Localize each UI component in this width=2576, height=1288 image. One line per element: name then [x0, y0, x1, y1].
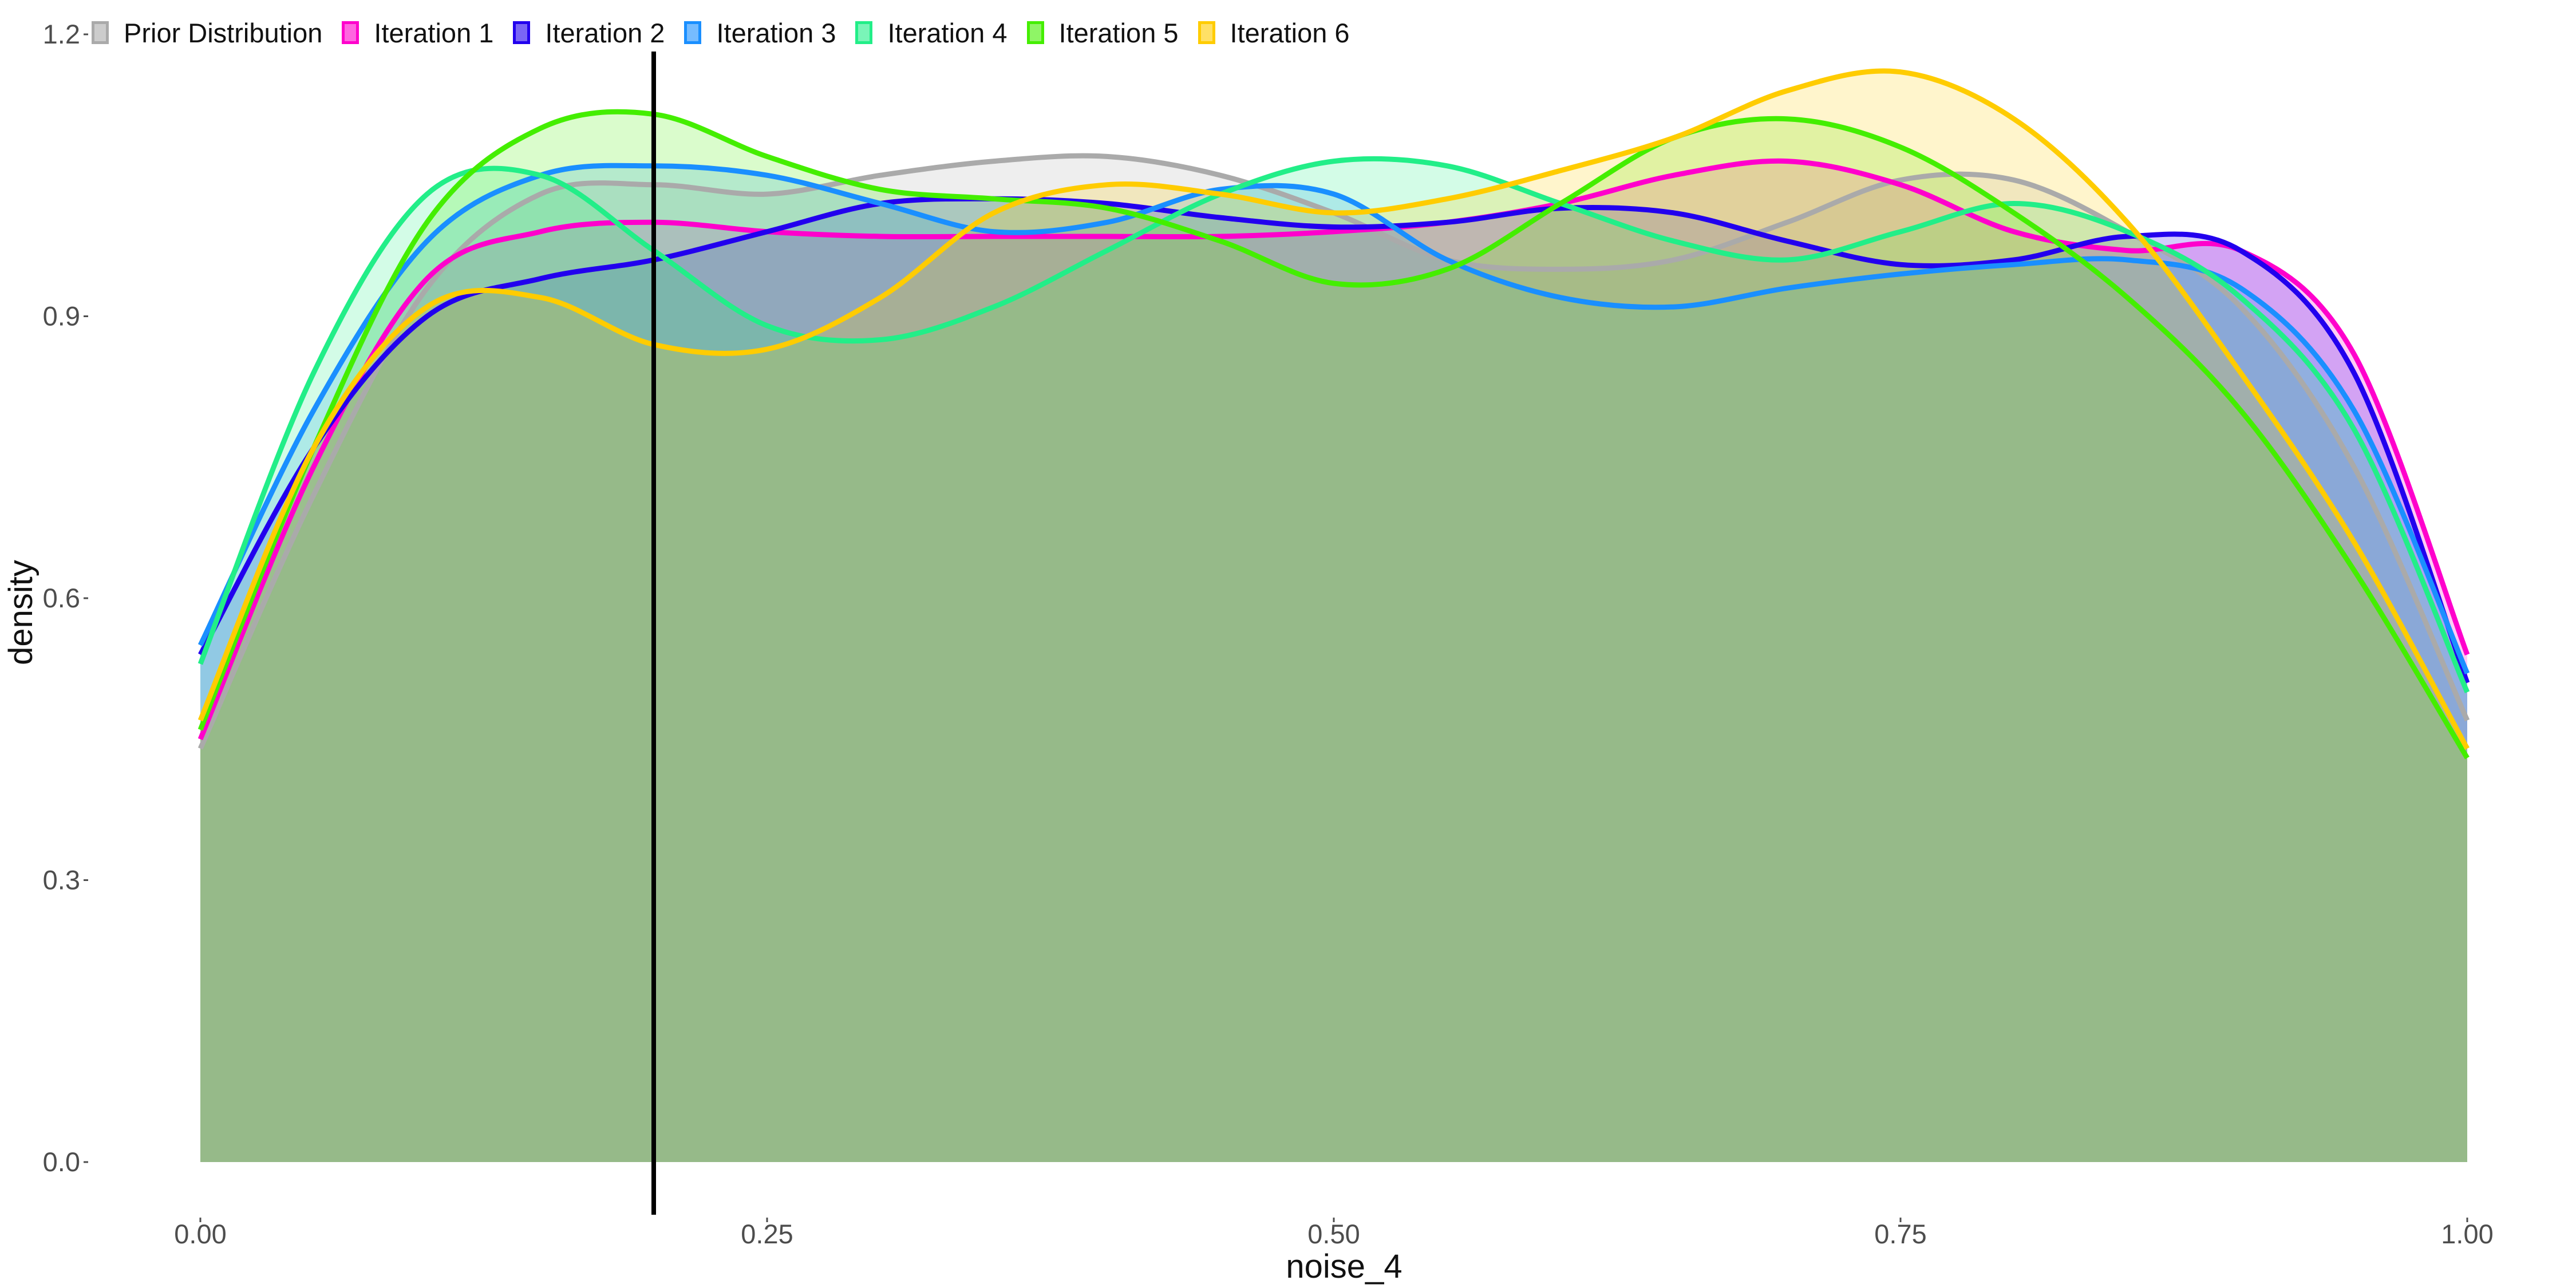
density-area-iteration-3: [200, 165, 2467, 1163]
y-tick-label: 1.2: [43, 19, 80, 49]
density-line-iteration-2: [198, 196, 2470, 684]
density-area-prior-distribution: [200, 156, 2467, 1162]
legend-label: Iteration 2: [545, 17, 665, 48]
x-tick-label: 0.50: [1307, 1219, 1360, 1249]
legend-item-iteration-6: Iteration 6: [1198, 17, 1350, 49]
x-tick-label: 1.00: [2441, 1219, 2493, 1249]
density-line-iteration-5: [197, 109, 2470, 760]
x-tick-label: 0.00: [174, 1219, 226, 1249]
legend-swatch: [92, 21, 109, 44]
legend-label: Iteration 4: [887, 17, 1008, 48]
x-axis-title: noise_4: [1286, 1248, 1402, 1285]
y-axis-title: density: [2, 560, 39, 665]
legend-item-iteration-4: Iteration 4: [855, 17, 1008, 49]
legend-swatch: [684, 21, 702, 44]
density-area-iteration-2: [200, 199, 2467, 1162]
legend-label: Iteration 5: [1058, 17, 1179, 48]
density-area-iteration-1: [200, 161, 2467, 1163]
legend-swatch: [1198, 21, 1215, 44]
legend: Prior Distribution Iteration 1 Iteration 2…: [92, 13, 1369, 53]
legend-item-iteration-3: Iteration 3: [684, 17, 836, 49]
density-fill-layer: [200, 70, 2467, 1163]
axis-ticks-layer: 0.00 0.25 0.50 0.75 1.00 0.0 0.3 0.6 0.9 1.2: [43, 19, 2494, 1249]
x-tick-label: 0.25: [741, 1219, 793, 1249]
density-line-iteration-6: [197, 68, 2470, 750]
legend-item-iteration-1: Iteration 1: [342, 17, 493, 49]
legend-item-iteration-2: Iteration 2: [513, 17, 665, 49]
legend-item-iteration-5: Iteration 5: [1026, 17, 1179, 49]
legend-swatch: [513, 21, 531, 44]
legend-label: Iteration 1: [374, 17, 494, 48]
density-area-iteration-5: [200, 112, 2467, 1162]
legend-item-prior-distribution: Prior Distribution: [92, 17, 322, 49]
legend-swatch: [1026, 21, 1044, 44]
density-area-iteration-6: [200, 70, 2467, 1163]
legend-label: Prior Distribution: [124, 17, 323, 48]
density-line-layer: [197, 68, 2470, 760]
x-tick-label: 0.75: [1874, 1219, 1926, 1249]
density-line-iteration-3: [197, 163, 2470, 675]
y-tick-label: 0.3: [43, 865, 80, 895]
legend-label: Iteration 3: [716, 17, 836, 48]
legend-swatch: [342, 21, 359, 44]
y-tick-label: 0.6: [43, 583, 80, 613]
density-area-iteration-4: [200, 159, 2467, 1162]
y-tick-label: 0.0: [43, 1147, 80, 1177]
density-line-iteration-4: [197, 156, 2470, 693]
y-tick-label: 0.9: [43, 301, 80, 331]
legend-swatch: [855, 21, 873, 44]
density-line-iteration-1: [197, 158, 2470, 741]
legend-label: Iteration 6: [1230, 17, 1350, 48]
